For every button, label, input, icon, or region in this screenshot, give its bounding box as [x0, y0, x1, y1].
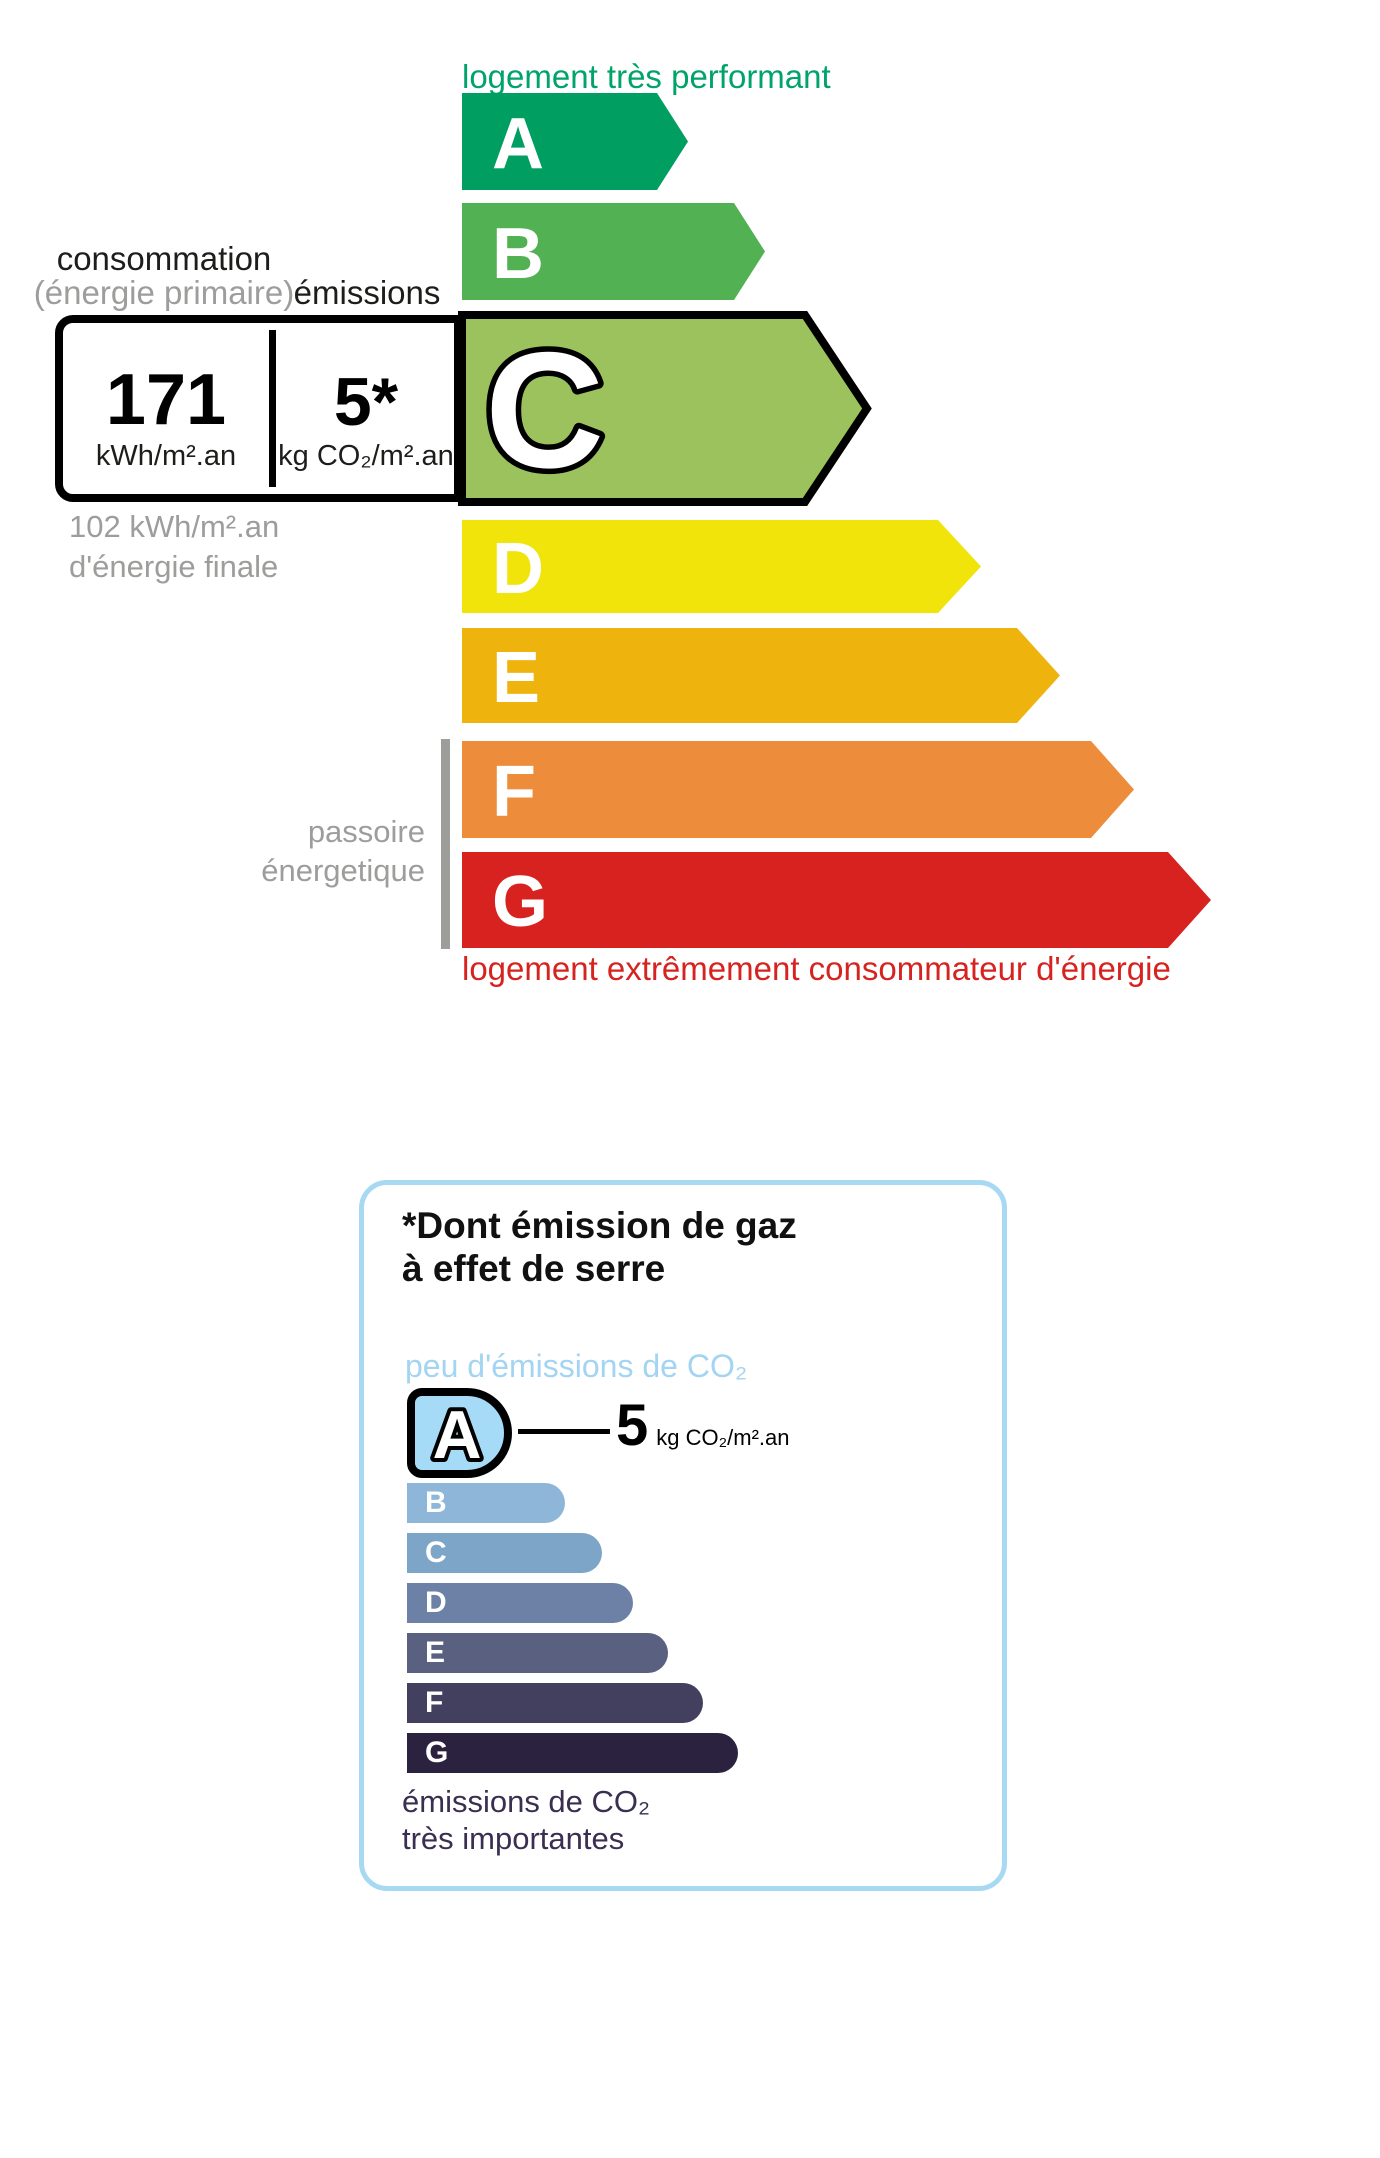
grade-e-letter: E	[492, 638, 540, 718]
co2-grade-g-bar: G	[407, 1733, 738, 1773]
co2-grade-b-letter: B	[425, 1486, 447, 1519]
co2-value-unit: kg CO₂/m².an	[656, 1425, 790, 1450]
energy-sieve-line2: énergetique	[261, 852, 425, 888]
co2-pointer-line	[518, 1429, 610, 1434]
energy-grade-scale: A B C D E F G	[458, 93, 1211, 948]
top-caption: logement très performant	[462, 58, 831, 95]
co2-grade-b-bar: B	[407, 1483, 565, 1523]
grade-b-arrow	[462, 203, 765, 300]
co2-value: 5	[616, 1393, 649, 1458]
consumption-value: 171	[105, 360, 227, 440]
co2-grade-g-letter: G	[425, 1736, 449, 1769]
grade-g-letter: G	[492, 862, 548, 942]
co2-grade-c-bar: C	[407, 1533, 602, 1573]
co2-value-row: 5 kg CO₂/m².an	[616, 1397, 790, 1455]
co2-title-line1: *Dont émission de gaz	[402, 1205, 797, 1246]
consumption-label: consommation	[56, 240, 272, 277]
emissions-value: 5*	[333, 364, 399, 440]
co2-grade-e-bar: E	[407, 1633, 668, 1673]
bottom-caption: logement extrêmement consommateur d'éner…	[462, 950, 1171, 987]
co2-title-line2: à effet de serre	[402, 1247, 666, 1289]
grade-d-letter: D	[492, 529, 544, 609]
final-energy-note: 102 kWh/m².an d'énergie finale	[69, 507, 279, 588]
co2-grade-d-bar: D	[407, 1583, 633, 1623]
co2-emissions-panel: *Dont émission de gaz à effet de serre p…	[359, 1180, 1007, 1891]
final-energy-line2: d'énergie finale	[69, 549, 279, 585]
co2-high-line1: émissions de CO₂	[402, 1784, 651, 1819]
consumption-sublabel: (énergie primaire)	[33, 274, 295, 311]
grade-d-arrow	[462, 520, 981, 613]
emissions-unit: kg CO₂/m².an	[278, 440, 454, 472]
co2-grade-a-letter: A	[432, 1397, 481, 1470]
energy-sieve-label: passoire énergetique	[180, 813, 425, 891]
co2-grade-e-letter: E	[425, 1636, 446, 1669]
co2-high-line2: très importantes	[402, 1821, 625, 1857]
grade-g-arrow	[462, 852, 1211, 948]
co2-grade-f-bar: F	[407, 1683, 703, 1723]
co2-grade-a-letter-svg: A	[428, 1396, 485, 1470]
co2-grade-bars: B C D E F G	[407, 1483, 738, 1783]
grade-e-arrow	[462, 628, 1060, 723]
final-energy-line1: 102 kWh/m².an	[69, 509, 280, 544]
energy-sieve-bracket	[441, 739, 450, 949]
consumption-unit: kWh/m².an	[95, 440, 237, 472]
co2-grade-c-letter: C	[425, 1536, 447, 1569]
co2-high-caption: émissions de CO₂ très importantes	[402, 1783, 650, 1857]
grade-b-letter: B	[492, 214, 544, 294]
co2-grade-f-letter: F	[425, 1686, 444, 1719]
value-box-divider	[269, 330, 276, 487]
co2-grade-d-letter: D	[425, 1586, 447, 1619]
co2-low-caption: peu d'émissions de CO₂	[405, 1348, 748, 1384]
grade-f-letter: F	[492, 752, 536, 832]
value-box	[55, 315, 462, 502]
co2-grade-a-badge-current: A	[407, 1388, 512, 1478]
grade-a-letter: A	[492, 104, 544, 184]
grade-a-arrow	[462, 93, 688, 190]
emissions-label: émissions	[293, 274, 441, 311]
energy-sieve-line1: passoire	[307, 814, 425, 849]
grade-c-letter: C	[485, 318, 604, 502]
co2-panel-title: *Dont émission de gaz à effet de serre	[402, 1205, 797, 1291]
grade-c-arrow-current	[458, 311, 872, 506]
grade-f-arrow	[462, 741, 1134, 838]
